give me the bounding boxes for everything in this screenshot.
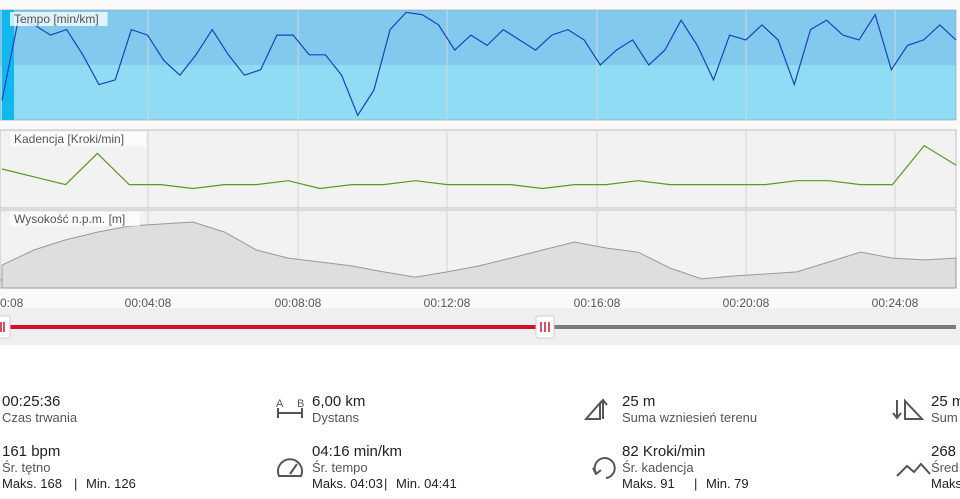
chart-panel: Wysokość n.p.m. [m] <box>0 209 957 289</box>
panel-bg <box>0 129 957 209</box>
handle-grip <box>0 322 5 332</box>
stat-label: Śr. tempo <box>312 460 368 475</box>
charts: Wysokość n.p.m. [m] Kadencja [Kroki/min] T… <box>0 9 960 345</box>
label-bg <box>10 132 146 146</box>
icon-descent <box>892 398 925 420</box>
panel-label: Kadencja [Kroki/min] <box>14 132 124 146</box>
handle-grip <box>540 322 550 332</box>
time-label: 00:08:08 <box>275 296 322 310</box>
stat-value: 25 m <box>931 393 960 410</box>
slider-handle[interactable] <box>0 315 11 339</box>
time-label: 0:08 <box>0 296 24 310</box>
icon-cadence <box>592 457 616 479</box>
panel-bg <box>0 9 957 121</box>
chart-panel: Tempo [min/km] <box>0 9 957 121</box>
stat-value: 82 Kroki/min <box>622 443 706 460</box>
stat-extra: Maks. 04:03 <box>312 476 383 491</box>
series-line <box>1 144 957 190</box>
stat-label: Czas trwania <box>2 410 78 425</box>
panel-label: Tempo [min/km] <box>14 12 99 26</box>
stat-extra: Maks. 91 <box>622 476 675 491</box>
panel-highlight <box>0 10 956 65</box>
stat-label: Śred <box>931 460 959 475</box>
label-bg <box>10 212 140 226</box>
panel-label: Wysokość n.p.m. [m] <box>14 212 125 226</box>
stat-extra: Min. 79 <box>706 476 749 491</box>
panel-marker <box>2 10 14 120</box>
stat-value: 268 <box>931 443 957 460</box>
icon-ascent <box>583 398 608 420</box>
stat-extra: Maks <box>931 476 960 491</box>
icon-distance <box>277 408 303 418</box>
stat-label: Dystans <box>312 410 359 425</box>
time-label: 00:20:08 <box>723 296 770 310</box>
series-line <box>1 11 957 117</box>
stat-extra: Min. 126 <box>86 476 136 491</box>
stat-label: Śr. kadencja <box>622 460 694 475</box>
stat-extra: Min. 04:41 <box>396 476 457 491</box>
icon-altitude <box>896 462 931 477</box>
time-label: 00:04:08 <box>125 296 172 310</box>
stat-value: 04:16 min/km <box>312 443 403 460</box>
time-label: 00:16:08 <box>574 296 621 310</box>
icon-pace <box>277 458 303 477</box>
time-label: 00:12:08 <box>424 296 471 310</box>
separator: | <box>694 476 698 491</box>
stat-label: Suma wzniesień terenu <box>622 410 758 425</box>
separator: | <box>74 476 78 491</box>
stat-extra: Maks. 168 <box>2 476 62 491</box>
chart-panel: Kadencja [Kroki/min] <box>0 129 957 209</box>
stat-value: 25 m <box>622 393 656 410</box>
label-bg <box>10 12 108 26</box>
separator: | <box>384 476 388 491</box>
stat-label: Sum <box>931 410 958 425</box>
elevation-area <box>1 221 957 289</box>
icon-letter: B <box>297 398 304 410</box>
time-label: 00:24:08 <box>872 296 919 310</box>
stat-value: 161 bpm <box>2 443 61 460</box>
stat-value: 6,00 km <box>312 393 366 410</box>
stat-value: 00:25:36 <box>2 393 61 410</box>
stat-label: Śr. tętno <box>2 460 51 475</box>
icon-letter: A <box>276 398 284 410</box>
